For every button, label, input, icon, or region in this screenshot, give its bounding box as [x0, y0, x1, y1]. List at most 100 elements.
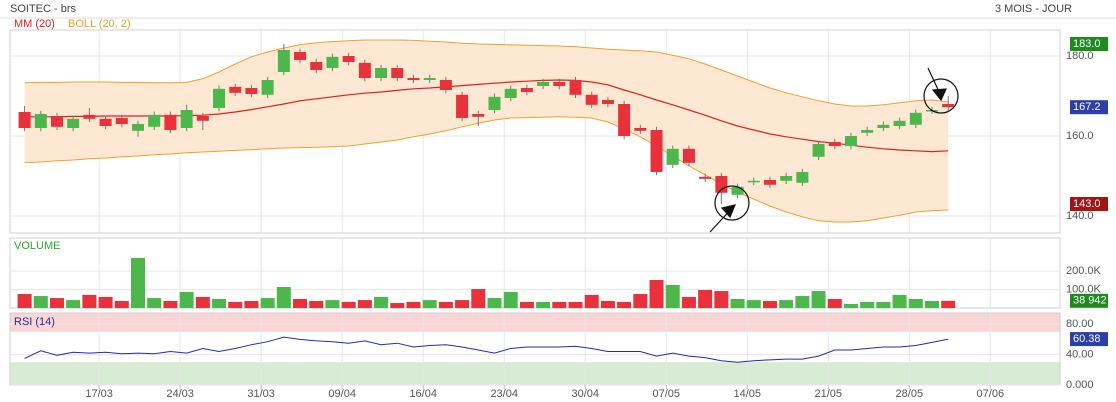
candle-body — [537, 82, 550, 86]
candle-body — [747, 180, 760, 183]
volume-bar — [341, 301, 356, 308]
candle-body — [164, 114, 177, 130]
y-tick-label: 180.0 — [1066, 50, 1094, 62]
candle-body — [504, 88, 517, 98]
x-tick-label: 21/05 — [815, 388, 843, 400]
volume-bar — [552, 301, 567, 308]
candle-body — [196, 116, 209, 121]
volume-bar — [876, 301, 891, 308]
volume-bar — [422, 300, 437, 308]
volume-bar — [779, 300, 794, 308]
panel-frame — [9, 29, 1061, 234]
x-tick-label: 28/05 — [896, 388, 924, 400]
candle-body — [18, 112, 31, 128]
volume-bar — [892, 294, 907, 308]
y-tick-label: 200.0K — [1066, 265, 1102, 277]
candle-body — [731, 186, 744, 195]
candle-body — [763, 180, 776, 185]
price-marker — [1070, 37, 1108, 51]
arrow-head — [720, 204, 737, 219]
candle-body — [877, 124, 890, 128]
x-tick-label: 31/03 — [247, 388, 275, 400]
candle-body — [520, 88, 533, 92]
y-tick-label: 0.000 — [1066, 379, 1094, 391]
moving-average — [24, 79, 949, 153]
volume-bar — [487, 298, 502, 308]
candle-body — [310, 62, 323, 70]
volume-bar — [17, 294, 32, 308]
plot-layer: 140.0 160.0 180.0 100.0K 200.0K 0.000 40.00 80.… — [9, 18, 1108, 400]
candle-body — [342, 56, 355, 62]
volume-bar — [131, 257, 146, 308]
annotation-circle — [714, 185, 750, 221]
volume-bar — [66, 300, 81, 308]
legend-entry: BOLL (20, 2) — [68, 18, 131, 30]
candle-body — [585, 94, 598, 105]
volume-bar — [698, 289, 713, 308]
volume-bar — [179, 291, 194, 308]
volume-bar — [941, 300, 956, 308]
value-marker-label: 38 942 — [1073, 295, 1107, 307]
candle-body — [245, 88, 258, 94]
candle-body — [796, 172, 809, 183]
y-tick-label: 100.0K — [1066, 283, 1102, 295]
x-tick-label: 23/04 — [490, 388, 518, 400]
candle-body — [682, 148, 695, 163]
volume-bar — [681, 296, 696, 308]
candle-body — [812, 144, 825, 157]
candle-body — [83, 114, 96, 119]
panel-title: RSI (14) — [14, 316, 55, 328]
candle-body — [115, 118, 128, 124]
price-marker — [1070, 197, 1108, 211]
candle-body — [472, 114, 485, 117]
bollinger-lower — [24, 116, 949, 223]
volume-bar — [827, 298, 842, 308]
candle-body — [488, 96, 501, 110]
y-tick-label: 160.0 — [1066, 130, 1094, 142]
value-marker-label: 60.38 — [1073, 333, 1101, 345]
volume-bar — [390, 303, 405, 308]
candle-body — [601, 100, 614, 104]
value-marker — [1070, 293, 1108, 308]
volume-bar — [843, 303, 858, 308]
volume-bar — [406, 301, 421, 308]
candle-body — [375, 68, 388, 78]
volume-bar — [908, 298, 923, 308]
volume-bar — [536, 301, 551, 308]
candle-body — [439, 80, 452, 90]
volume-bar — [114, 301, 129, 308]
overbought-zone — [10, 313, 1060, 332]
volume-bar — [276, 287, 291, 308]
price-marker — [1070, 100, 1108, 115]
volume-bar — [568, 301, 583, 308]
volume-bar — [730, 298, 745, 308]
volume-bar — [325, 300, 340, 308]
candle-body — [844, 136, 857, 146]
candle-body — [909, 112, 922, 125]
candle-body — [261, 80, 274, 95]
panel-frame — [9, 237, 1061, 309]
candle-body — [893, 120, 906, 126]
x-tick-label: 17/03 — [85, 388, 113, 400]
x-tick-label: 07/06 — [977, 388, 1005, 400]
candle-body — [34, 114, 47, 128]
y-tick-label: 40.00 — [1066, 348, 1094, 360]
volume-bar — [244, 301, 259, 308]
candle-body — [213, 88, 226, 108]
volume-bar — [665, 284, 680, 308]
bollinger-upper — [24, 39, 949, 107]
volume-bar — [633, 294, 648, 308]
y-tick-label: 80.00 — [1066, 318, 1094, 330]
volume-bar — [147, 298, 162, 308]
volume-bar — [762, 301, 777, 308]
volume-bar — [811, 291, 826, 308]
volume-bar — [309, 301, 324, 308]
candle-body — [699, 176, 712, 179]
candle-body — [456, 94, 469, 118]
volume-bar — [455, 300, 470, 308]
candle-body — [780, 176, 793, 181]
candle-body — [666, 148, 679, 165]
volume-bar — [503, 291, 518, 308]
y-tick-label: 140.0 — [1066, 210, 1094, 222]
